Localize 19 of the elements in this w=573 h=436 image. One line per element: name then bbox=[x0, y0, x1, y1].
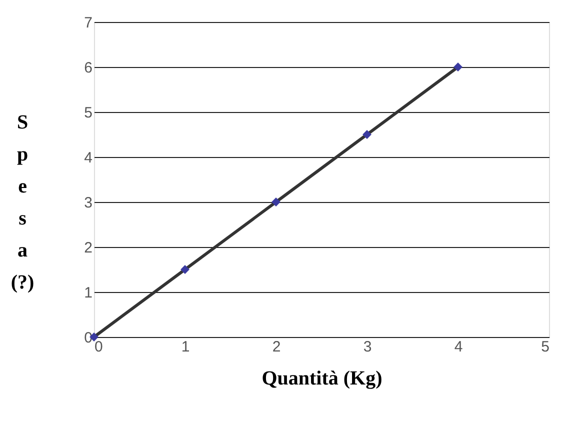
x-axis-title: Quantità (Kg) bbox=[262, 368, 382, 390]
y-tick-label: 6 bbox=[84, 60, 92, 76]
x-tick-label: 4 bbox=[454, 338, 463, 356]
y-tick-label: 3 bbox=[84, 194, 92, 212]
y-tick-label: 2 bbox=[84, 240, 92, 256]
x-tick-label: 1 bbox=[181, 338, 190, 356]
y-axis-title: Spesa (?) bbox=[10, 112, 34, 294]
y-tick-label: 1 bbox=[84, 284, 92, 302]
x-tick-label: 3 bbox=[363, 338, 372, 356]
x-tick-label: 2 bbox=[272, 338, 281, 356]
y-tick-label: 4 bbox=[84, 150, 92, 166]
point bbox=[362, 130, 372, 139]
point bbox=[454, 62, 462, 72]
y-tick-label: 7 bbox=[84, 14, 92, 32]
point bbox=[180, 265, 190, 274]
y-tick-label: 5 bbox=[84, 104, 92, 122]
x-tick-label: 0 bbox=[94, 338, 103, 356]
x-tick-label: 5 bbox=[541, 338, 550, 356]
point bbox=[272, 198, 280, 206]
